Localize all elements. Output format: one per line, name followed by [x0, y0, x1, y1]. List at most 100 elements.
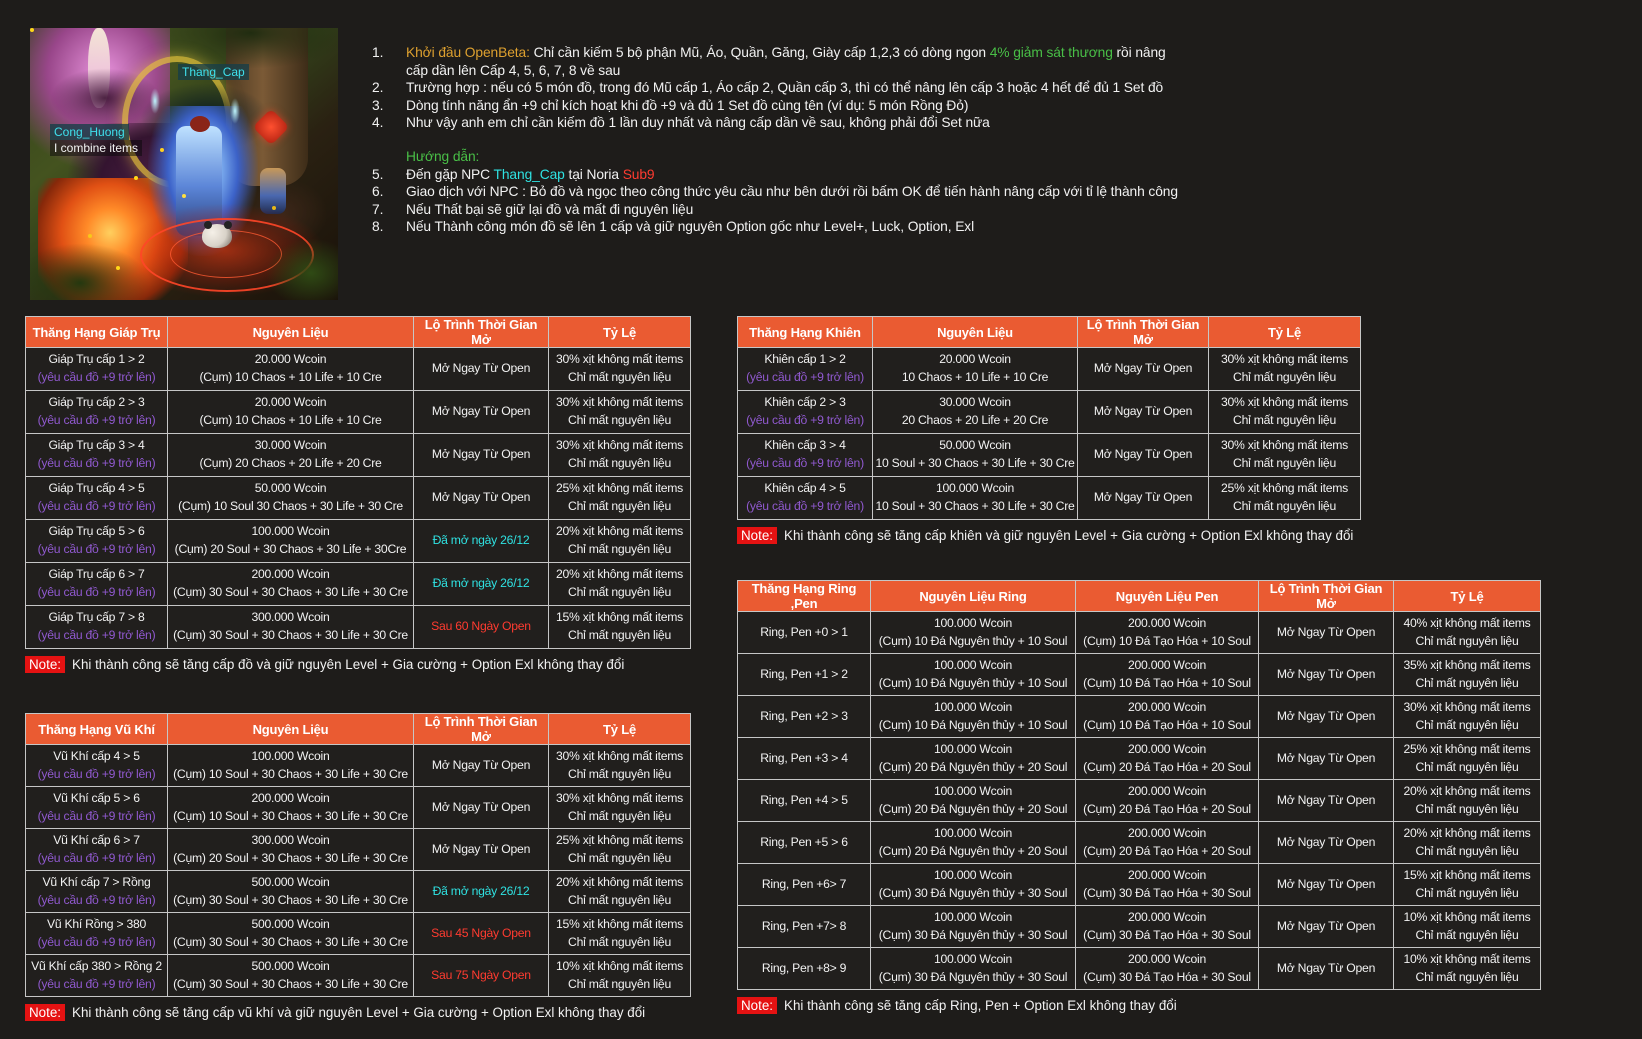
- table-cell: Vũ Khí Rồng > 380 (yêu cầu đồ +9 trở lên): [25, 912, 168, 955]
- cell-line: 100.000 Wcoin: [933, 615, 1013, 630]
- table-cell: Giáp Trụ cấp 7 > 8 (yêu cầu đồ +9 trở lên…: [25, 605, 168, 649]
- table-cell: Mở Ngay Từ Open: [413, 390, 549, 434]
- table-cell: 200.000 Wcoin (Cụm) 10 Đá Tạo Hóa + 10 So…: [1075, 611, 1259, 654]
- table-cell: Ring, Pen +5 > 6: [737, 821, 871, 864]
- note-text: Khi thành công sẽ tăng cấp Ring, Pen + O…: [784, 998, 1177, 1013]
- cell-line: Mở Ngay Từ Open: [431, 490, 531, 505]
- cell-line: (Cụm) 30 Soul + 30 Chaos + 30 Life + 30 …: [173, 585, 408, 599]
- cell-line: Chỉ mất nguyên liệu: [1415, 927, 1519, 942]
- cell-line: 10 Soul + 30 Chaos + 30 Life + 30 Cre: [875, 499, 1075, 513]
- table-cell: 200.000 Wcoin (Cụm) 30 Soul + 30 Chaos + …: [167, 562, 414, 606]
- instruction-item: 1. Khởi đầu OpenBeta: Chỉ cần kiếm 5 bộ p…: [372, 44, 1166, 79]
- table-cell: 20.000 Wcoin 10 Chaos + 10 Life + 10 Cre: [872, 347, 1078, 391]
- cell-line: Chỉ mất nguyên liệu: [568, 808, 671, 823]
- text-segment: Sub9: [622, 166, 655, 182]
- cell-line: (Cụm) 10 Soul + 30 Chaos + 30 Life + 30 …: [173, 808, 408, 823]
- table-cell: Sau 60 Ngày Open: [413, 605, 549, 649]
- cell-line: 15% xịt không mất items: [1403, 867, 1531, 882]
- note-badge: Note:: [25, 1004, 66, 1021]
- cell-line: 30% xịt không mất items: [1220, 395, 1348, 410]
- table-cell: 50.000 Wcoin (Cụm) 10 Soul 30 Chaos + 30 …: [167, 476, 414, 520]
- player-name-label: Cong_Huong: [50, 124, 129, 140]
- table-cell: Mở Ngay Từ Open: [1258, 779, 1394, 822]
- item-text: Nếu Thất bại sẽ giữ lại đồ và mất đi ngu…: [406, 201, 693, 219]
- table-cell: 15% xịt không mất items Chỉ mất nguyên li…: [1393, 863, 1541, 906]
- table-cell: Mở Ngay Từ Open: [1258, 737, 1394, 780]
- item-line: Khởi đầu OpenBeta: Chỉ cần kiếm 5 bộ phậ…: [406, 44, 1166, 62]
- cell-line: Mở Ngay Từ Open: [1276, 918, 1376, 933]
- table-note: Note: Khi thành công sẽ tăng cấp Ring, Pe…: [737, 997, 1540, 1014]
- cell-line: (yêu cầu đồ +9 trở lên): [37, 976, 156, 991]
- cell-line: 35% xịt không mất items: [1403, 657, 1531, 672]
- item-line: Như vậy anh em chỉ cần kiếm đồ 1 lần duy…: [406, 114, 990, 132]
- table-row: Ring, Pen +4 > 5 100.000 Wcoin (Cụm) 20 Đá…: [737, 779, 1541, 822]
- table-row: Ring, Pen +6> 7 100.000 Wcoin (Cụm) 30 Đá …: [737, 863, 1541, 906]
- cell-line: 25% xịt không mất items: [555, 481, 683, 496]
- cell-line: Sau 75 Ngày Open: [431, 967, 531, 982]
- cell-line: Chỉ mất nguyên liệu: [568, 892, 671, 907]
- cell-line: Ring, Pen +1 > 2: [760, 666, 848, 681]
- cell-line: (yêu cầu đồ +9 trở lên): [37, 892, 156, 907]
- cell-line: (Cụm) 10 Đá Nguyên thủy + 10 Soul: [878, 633, 1068, 648]
- text-segment: Dòng tính năng ẩn +9 chỉ kích hoạt khi đ…: [406, 97, 969, 113]
- table-cell: Mở Ngay Từ Open: [1258, 653, 1394, 696]
- cell-line: 100.000 Wcoin: [935, 481, 1015, 496]
- table-row: Ring, Pen +1 > 2 100.000 Wcoin (Cụm) 10 Đá…: [737, 653, 1541, 696]
- table-cell: 100.000 Wcoin (Cụm) 10 Đá Nguyên thủy + 1…: [870, 653, 1076, 696]
- table-cell: Sau 75 Ngày Open: [413, 954, 549, 997]
- note-badge: Note:: [737, 997, 778, 1014]
- cell-line: Chỉ mất nguyên liệu: [1233, 499, 1336, 513]
- table-note: Note: Khi thành công sẽ tăng cấp khiên và…: [737, 527, 1360, 544]
- table-row: Vũ Khí Rồng > 380 (yêu cầu đồ +9 trở lên)…: [25, 912, 691, 955]
- cell-line: Sau 60 Ngày Open: [431, 619, 531, 634]
- instructions-list: 1. Khởi đầu OpenBeta: Chỉ cần kiếm 5 bộ p…: [372, 44, 1178, 236]
- cell-line: 100.000 Wcoin: [933, 867, 1013, 882]
- cell-line: (Cụm) 30 Đá Nguyên thủy + 30 Soul: [878, 969, 1068, 984]
- table-row: Vũ Khí cấp 5 > 6 (yêu cầu đồ +9 trở lên) 2…: [25, 786, 691, 829]
- cell-line: (yêu cầu đồ +9 trở lên): [37, 934, 156, 949]
- table-cell: Mở Ngay Từ Open: [413, 828, 549, 871]
- cell-line: 30% xịt không mất items: [1403, 699, 1531, 714]
- table-cell: Mở Ngay Từ Open: [413, 744, 549, 787]
- table-cell: 100.000 Wcoin (Cụm) 30 Đá Nguyên thủy + 3…: [870, 905, 1076, 948]
- cell-line: Chỉ mất nguyên liệu: [1415, 675, 1519, 690]
- cell-line: Mở Ngay Từ Open: [1093, 361, 1193, 376]
- table-cell: 100.000 Wcoin (Cụm) 10 Đá Nguyên thủy + 1…: [870, 611, 1076, 654]
- text-segment: Khởi đầu OpenBeta:: [406, 45, 534, 60]
- cell-line: Ring, Pen +8> 9: [761, 960, 847, 975]
- cell-line: Chỉ mất nguyên liệu: [568, 456, 671, 470]
- cell-line: (Cụm) 10 Đá Tạo Hóa + 10 Soul: [1083, 675, 1251, 690]
- table-cell: Giáp Trụ cấp 2 > 3 (yêu cầu đồ +9 trở lên…: [25, 390, 168, 434]
- cell-line: Mở Ngay Từ Open: [1093, 447, 1193, 462]
- instruction-item: 7. Nếu Thất bại sẽ giữ lại đồ và mất đi n…: [372, 201, 1152, 219]
- cell-line: Ring, Pen +0 > 1: [760, 624, 848, 639]
- cell-line: 20 Chaos + 20 Life + 20 Cre: [901, 413, 1049, 427]
- item-number: 3.: [372, 97, 384, 113]
- cell-line: Ring, Pen +3 > 4: [760, 750, 848, 765]
- cell-line: (Cụm) 20 Đá Nguyên thủy + 20 Soul: [878, 759, 1068, 774]
- table-cell: Giáp Trụ cấp 4 > 5 (yêu cầu đồ +9 trở lên…: [25, 476, 168, 520]
- cell-line: 30% xịt không mất items: [1220, 438, 1348, 453]
- item-text: Giao dịch với NPC : Bỏ đồ và ngọc theo c…: [406, 183, 1178, 201]
- column-header: Nguyên Liệu: [167, 713, 414, 745]
- cell-line: Mở Ngay Từ Open: [1276, 960, 1376, 975]
- text-segment: Chỉ cần kiếm 5 bộ phận Mũ, Áo, Quần, Găn…: [533, 45, 990, 60]
- item-text: Dòng tính năng ẩn +9 chỉ kích hoạt khi đ…: [406, 97, 968, 115]
- table-row: Giáp Trụ cấp 4 > 5 (yêu cầu đồ +9 trở lên…: [25, 476, 691, 520]
- table-cell: Mở Ngay Từ Open: [413, 433, 549, 477]
- instruction-item: 4. Như vậy anh em chỉ cần kiếm đồ 1 lần d…: [372, 114, 1152, 132]
- cell-line: Chỉ mất nguyên liệu: [568, 413, 671, 427]
- cell-line: 50.000 Wcoin: [939, 438, 1011, 453]
- instruction-item: 2. Trường hợp : nếu có 5 món đồ, trong đó…: [372, 79, 1163, 97]
- cell-line: 20% xịt không mất items: [1403, 825, 1531, 840]
- table-cell: Khiên cấp 3 > 4 (yêu cầu đồ +9 trở lên): [737, 433, 873, 477]
- cell-line: Mở Ngay Từ Open: [1276, 666, 1376, 681]
- cell-line: 25% xịt không mất items: [555, 832, 683, 847]
- cell-line: (Cụm) 30 Soul + 30 Chaos + 30 Life + 30 …: [173, 934, 408, 949]
- item-number: [372, 148, 396, 166]
- cell-line: Khiên cấp 2 > 3: [764, 395, 846, 410]
- table-cell: Mở Ngay Từ Open: [1258, 695, 1394, 738]
- table-note: Note: Khi thành công sẽ tăng cấp đồ và gi…: [25, 656, 690, 673]
- table-row: Ring, Pen +2 > 3 100.000 Wcoin (Cụm) 10 Đá…: [737, 695, 1541, 738]
